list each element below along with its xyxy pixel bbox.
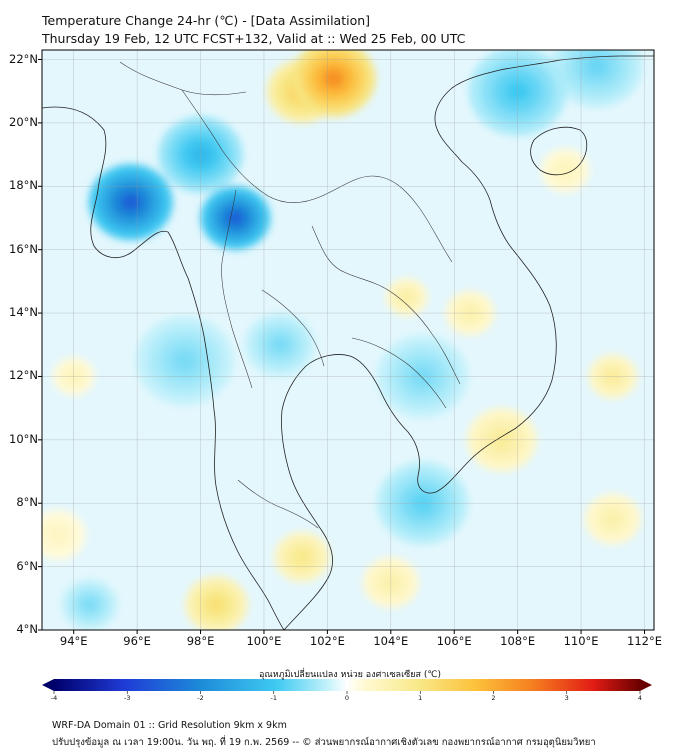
anomaly-blob: [559, 164, 572, 176]
colorbar-tick-label: 0: [344, 694, 350, 702]
anomaly-blob: [295, 550, 309, 564]
colorbar-title: อุณหภูมิเปลี่ยนแปลง หน่วย องศาเซลเซียส (…: [258, 670, 442, 680]
anomaly-blob: [120, 192, 142, 212]
footer-credit: ปรับปรุงข้อมูล ณ เวลา 19:00น. วัน พฤ. ที…: [52, 737, 596, 748]
lat-label: 20°N: [9, 114, 38, 129]
colorbar-tick-label: -2: [197, 694, 204, 702]
border-mekong: [311, 225, 461, 385]
axis-ticks: [38, 59, 645, 634]
colorbar-max-arrow: [640, 679, 652, 691]
anomaly-blob: [50, 528, 65, 542]
colorbar-min-arrow: [42, 679, 54, 691]
lat-label: 22°N: [9, 51, 38, 66]
country-borders: [119, 61, 461, 529]
border-far-north: [119, 61, 247, 96]
hainan-island: [530, 126, 588, 176]
lon-label: 104°E: [373, 634, 409, 648]
border-central: [261, 289, 325, 367]
lat-label: 10°N: [9, 431, 38, 446]
colorbar-tick-label: 4: [637, 694, 643, 702]
lat-label: 4°N: [16, 622, 38, 636]
border-south: [237, 479, 319, 529]
lon-label: 98°E: [186, 634, 215, 648]
lon-label: 108°E: [500, 634, 536, 648]
lat-label: 8°N: [16, 495, 38, 510]
colorbar: [54, 679, 640, 691]
lat-label: 14°N: [9, 305, 38, 320]
anomaly-blob: [401, 292, 412, 302]
colorbar-tick-label: 3: [564, 694, 569, 702]
lat-label: 6°N: [16, 558, 38, 573]
anomaly-blob: [172, 349, 197, 372]
map-background: [42, 50, 654, 630]
coastlines: [42, 55, 654, 630]
anomaly-blob: [226, 210, 245, 226]
colorbar-tick-label: -3: [124, 694, 131, 702]
west-coastline: [42, 106, 285, 630]
lat-label: 16°N: [9, 241, 38, 256]
colorbar-ticks: [53, 691, 641, 694]
lat-label: 18°N: [9, 178, 38, 193]
footer-model-info: WRF-DA Domain 01 :: Grid Resolution 9km …: [52, 720, 287, 731]
colorbar-tick-label: 1: [418, 694, 423, 702]
colorbar-tick-label: -1: [270, 694, 277, 702]
anomaly-blob: [323, 69, 345, 89]
anomaly-blob: [605, 512, 620, 526]
lon-label: 100°E: [246, 634, 282, 648]
lon-label: 96°E: [123, 634, 151, 648]
lon-label: 94°E: [59, 634, 88, 648]
border-west: [221, 189, 253, 389]
grid-lines: [42, 50, 654, 631]
lon-label: 102°E: [309, 634, 345, 648]
anomaly-blob: [271, 336, 289, 353]
east-coastline: [281, 55, 654, 630]
lat-label: 12°N: [9, 368, 38, 383]
lon-label: 110°E: [563, 634, 599, 648]
anomaly-blob: [208, 597, 225, 612]
colorbar-tick-label: 2: [491, 694, 496, 702]
border-north: [181, 89, 453, 263]
lon-label: 112°E: [627, 634, 662, 648]
colorbar-tick-label: -4: [50, 694, 58, 702]
border-cambodia: [351, 337, 447, 409]
anomaly-blob: [585, 55, 609, 77]
anomaly-blob: [82, 598, 97, 611]
chart-title: Temperature Change 24-hr (℃) - [Data Ass…: [42, 13, 371, 28]
map-frame: [41, 49, 655, 631]
lon-label: 106°E: [436, 634, 472, 648]
chart-subtitle: Thursday 19 Feb, 12 UTC FCST+132, Valid …: [42, 31, 466, 46]
